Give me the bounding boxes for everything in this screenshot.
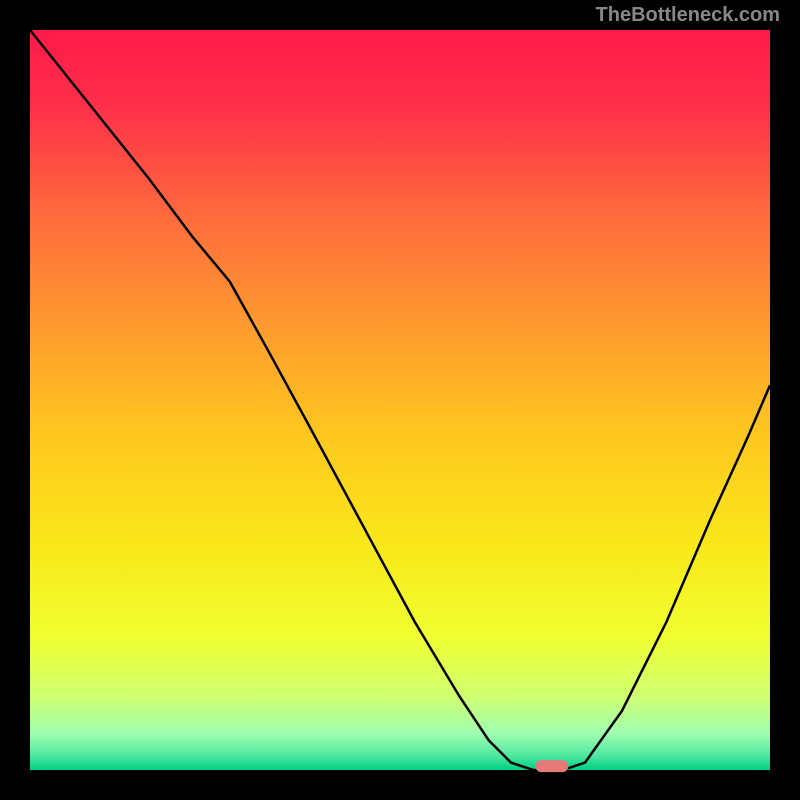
plot-area: [30, 30, 770, 770]
watermark-text: TheBottleneck.com: [596, 4, 780, 27]
curve-line: [30, 30, 770, 770]
optimal-marker: [535, 760, 568, 772]
